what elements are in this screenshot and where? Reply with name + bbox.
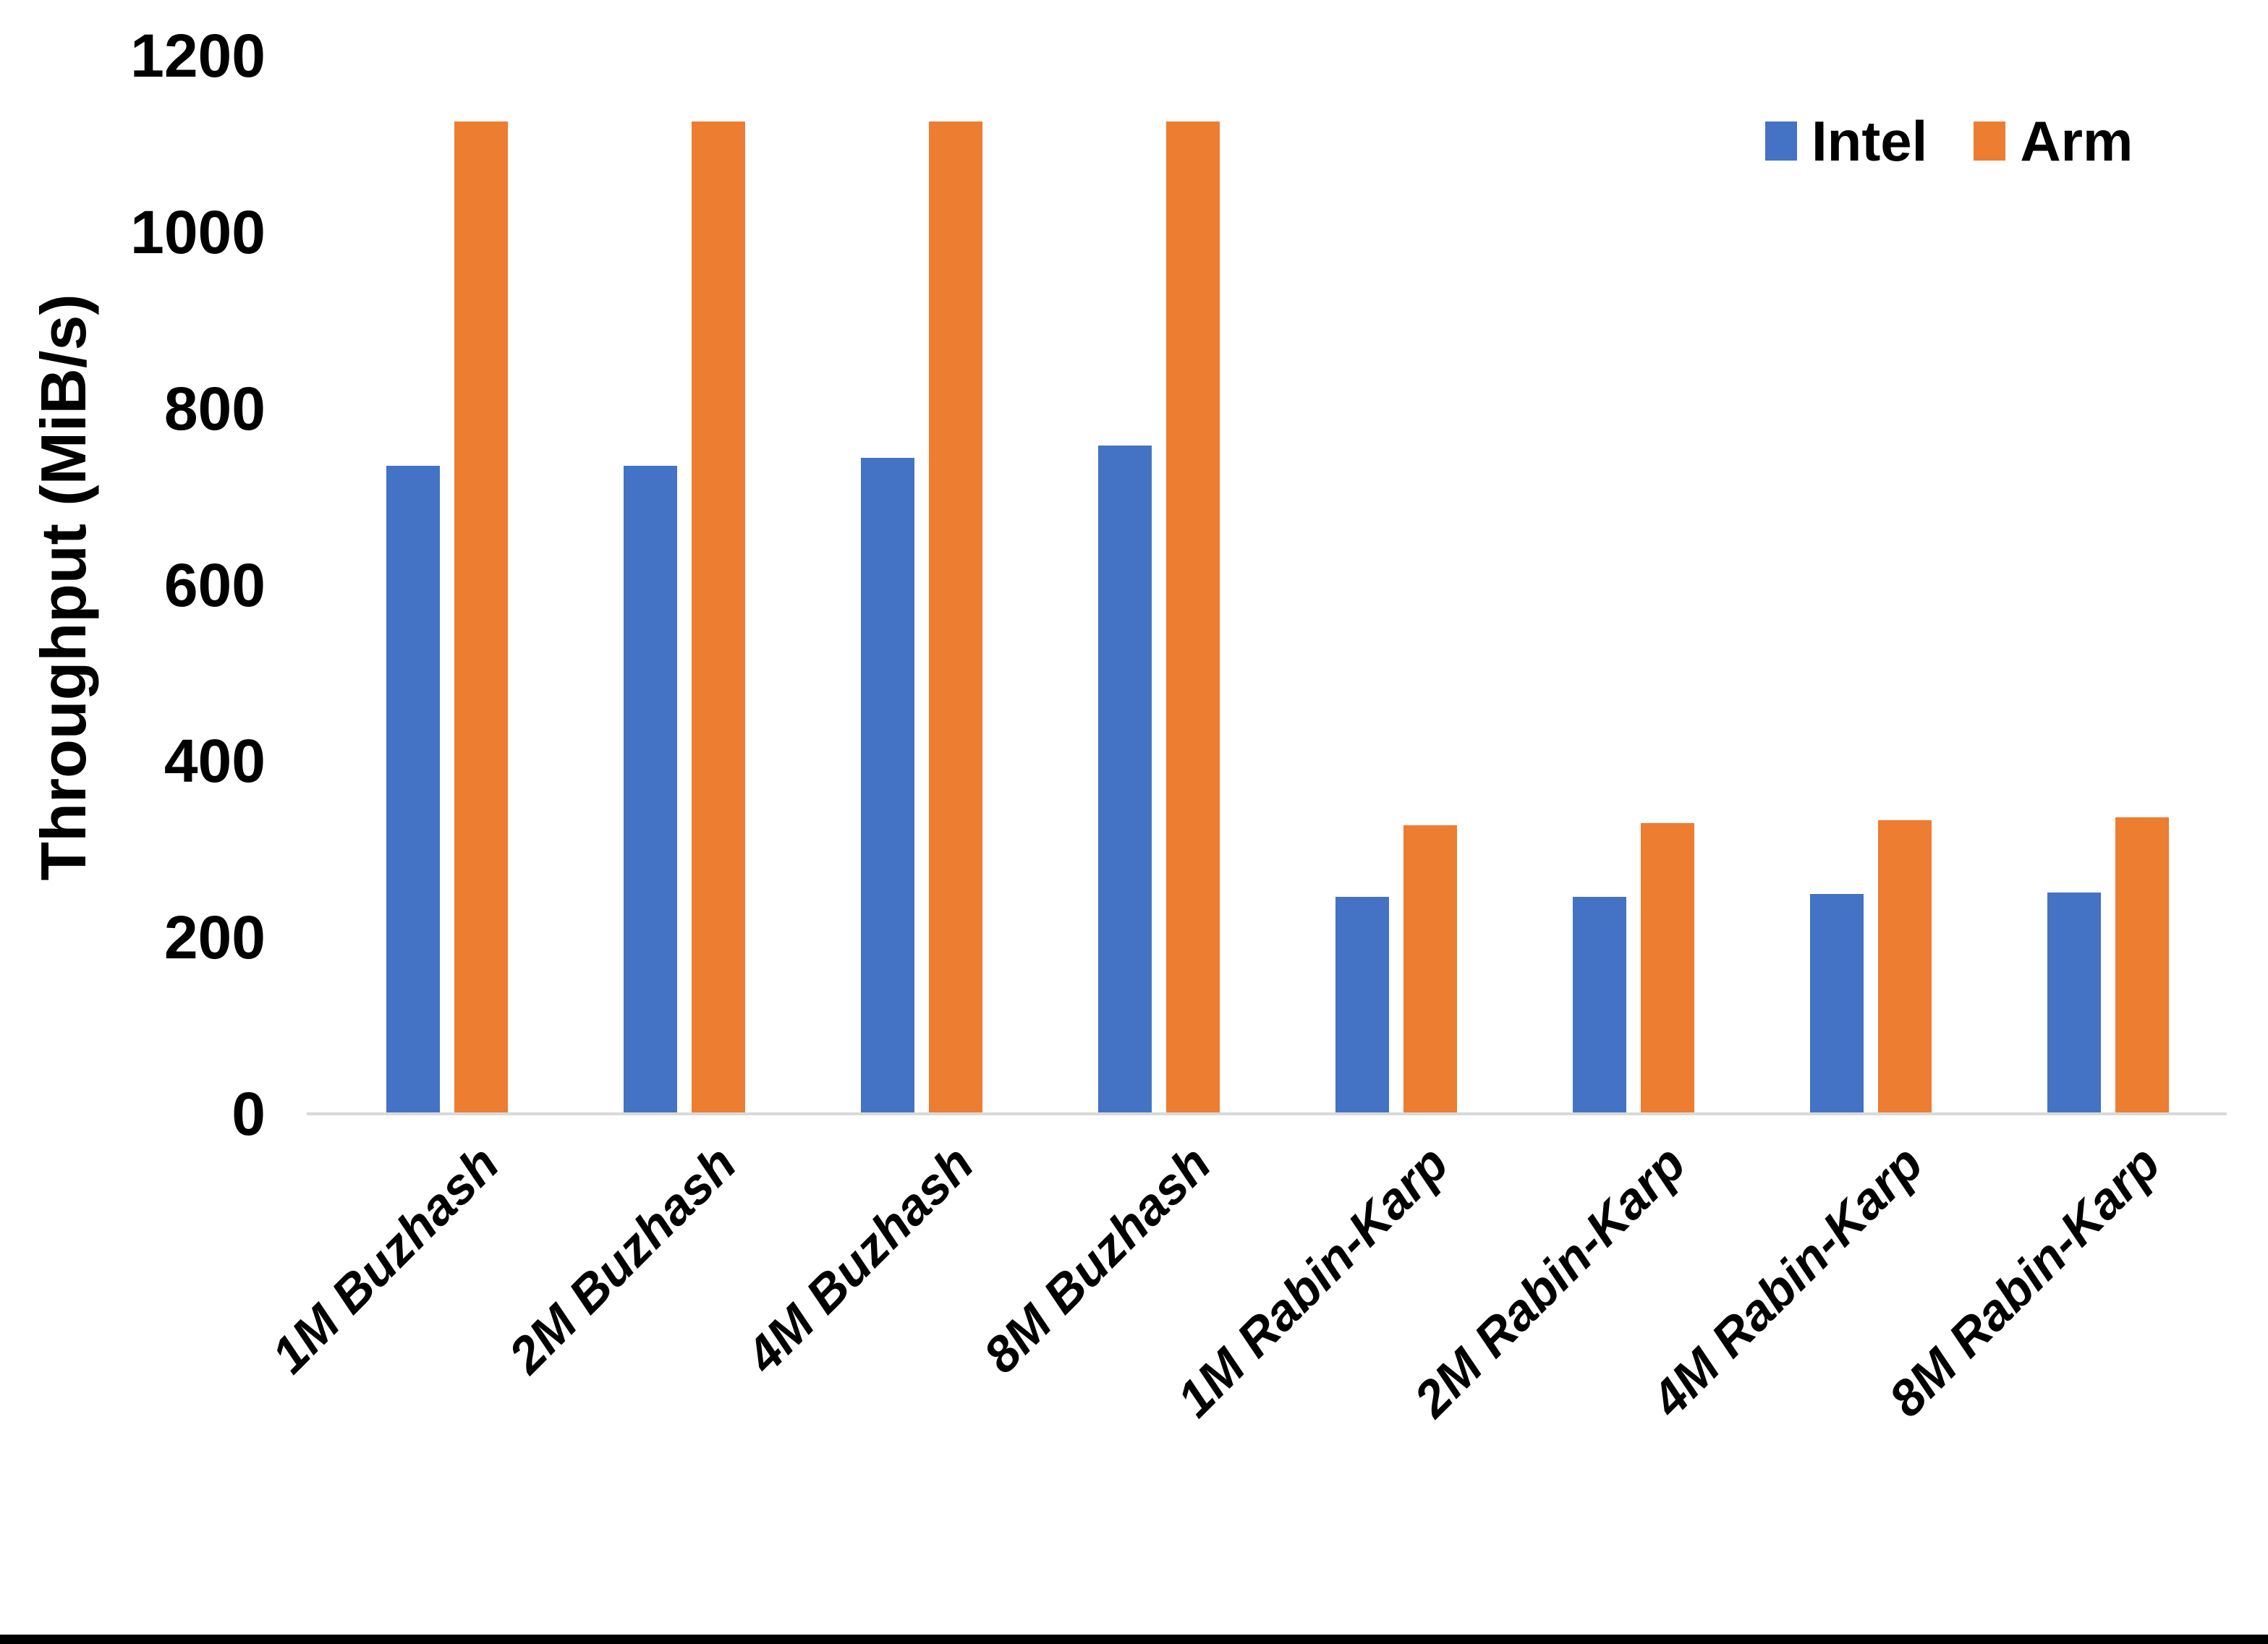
x-axis-line bbox=[307, 1112, 2227, 1115]
plot-area bbox=[307, 56, 2227, 1115]
y-axis-tick-600: 600 bbox=[163, 550, 266, 619]
x-category-label-1m-rabin-karp: 1M Rabin-Karp bbox=[1165, 1135, 1459, 1428]
x-category-label-8m-rabin-karp: 8M Rabin-Karp bbox=[1877, 1135, 2171, 1428]
bar-arm-8m-buzhash bbox=[1166, 122, 1220, 1114]
bar-intel-4m-rabin-karp bbox=[1810, 894, 1864, 1114]
legend-item-arm: Arm bbox=[1974, 113, 2133, 169]
bar-group-4m-rabin-karp bbox=[1752, 56, 1989, 1114]
bar-group-4m-buzhash bbox=[803, 56, 1040, 1114]
bar-group-1m-buzhash bbox=[328, 56, 566, 1114]
legend-label-arm: Arm bbox=[2020, 109, 2133, 173]
x-category-label-2m-rabin-karp: 2M Rabin-Karp bbox=[1403, 1135, 1696, 1428]
bar-intel-4m-buzhash bbox=[861, 457, 914, 1114]
bar-group-2m-buzhash bbox=[566, 56, 803, 1114]
x-category-label-1m-buzhash: 1M Buzhash bbox=[260, 1135, 510, 1384]
x-category-label-4m-buzhash: 4M Buzhash bbox=[735, 1135, 985, 1384]
screenshot-bottom-edge bbox=[0, 1635, 2268, 1644]
y-axis-tick-800: 800 bbox=[163, 374, 266, 443]
bar-intel-2m-rabin-karp bbox=[1573, 897, 1626, 1114]
bar-arm-1m-rabin-karp bbox=[1403, 825, 1457, 1114]
bar-arm-4m-rabin-karp bbox=[1878, 820, 1932, 1114]
bar-intel-1m-rabin-karp bbox=[1335, 897, 1389, 1114]
y-axis-ticks: 0 200 400 600 800 1000 1200 bbox=[0, 25, 266, 1144]
bar-arm-4m-buzhash bbox=[929, 122, 982, 1114]
y-axis-tick-1000: 1000 bbox=[130, 197, 266, 266]
bar-arm-8m-rabin-karp bbox=[2115, 817, 2169, 1114]
x-category-label-4m-rabin-karp: 4M Rabin-Karp bbox=[1640, 1135, 1934, 1428]
legend-item-intel: Intel bbox=[1765, 113, 1927, 169]
y-axis-tick-1200: 1200 bbox=[130, 22, 266, 90]
x-axis-labels: 1M Buzhash 2M Buzhash 4M Buzhash 8M Buzhash… bbox=[260, 1135, 2227, 1585]
bar-intel-1m-buzhash bbox=[386, 465, 440, 1114]
y-axis-tick-0: 0 bbox=[232, 1080, 266, 1148]
x-category-label-2m-buzhash: 2M Buzhash bbox=[498, 1135, 747, 1384]
bar-arm-2m-buzhash bbox=[692, 122, 745, 1114]
bar-intel-2m-buzhash bbox=[624, 465, 677, 1114]
legend-swatch-intel-icon bbox=[1765, 122, 1797, 161]
y-axis-tick-400: 400 bbox=[163, 727, 266, 796]
x-category-label-8m-buzhash: 8M Buzhash bbox=[972, 1135, 1222, 1384]
y-axis-tick-200: 200 bbox=[163, 903, 266, 972]
bar-groups bbox=[328, 56, 2227, 1114]
bar-group-8m-rabin-karp bbox=[1989, 56, 2227, 1114]
bar-group-8m-buzhash bbox=[1040, 56, 1278, 1114]
legend: Intel Arm bbox=[1765, 113, 2133, 169]
legend-swatch-arm-icon bbox=[1974, 122, 2006, 161]
bar-group-1m-rabin-karp bbox=[1278, 56, 1515, 1114]
bar-intel-8m-buzhash bbox=[1098, 445, 1152, 1114]
legend-label-intel: Intel bbox=[1812, 109, 1928, 173]
bar-group-2m-rabin-karp bbox=[1515, 56, 1752, 1114]
bar-arm-1m-buzhash bbox=[454, 122, 508, 1114]
bar-arm-2m-rabin-karp bbox=[1641, 822, 1694, 1114]
bar-intel-8m-rabin-karp bbox=[2047, 893, 2101, 1114]
